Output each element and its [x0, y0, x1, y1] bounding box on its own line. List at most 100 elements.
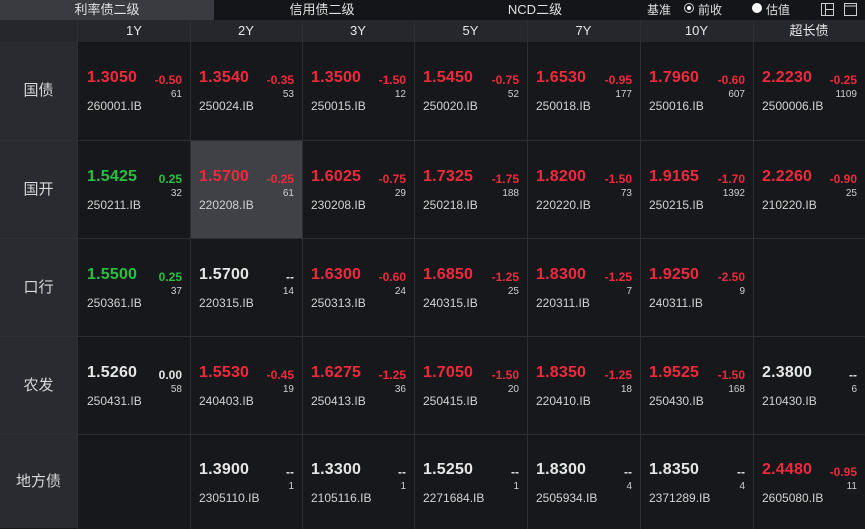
change-value: -- — [511, 465, 519, 479]
col-header-ultra-long[interactable]: 超长债 — [789, 23, 829, 38]
yield-value: 1.5450 — [423, 69, 474, 86]
trade-count: 4 — [626, 481, 632, 492]
quote-cell-kouhang-5y[interactable]: 1.6850 -1.25 25 240315.IB — [415, 239, 527, 336]
quote-cell-guozhai-ultra-long[interactable]: 2.2230 -0.25 1109 2500006.IB — [754, 42, 865, 140]
column-header-row: 1Y 2Y 3Y 5Y 7Y 10Y 超长债 — [0, 20, 865, 42]
col-header-2y[interactable]: 2Y — [238, 23, 254, 38]
column-divider — [190, 20, 191, 529]
yield-value: 1.7050 — [423, 364, 474, 381]
row-divider — [0, 434, 865, 435]
yield-value: 1.3300 — [311, 461, 362, 478]
quote-cell-kouhang-10y[interactable]: 1.9250 -2.50 9 240311.IB — [641, 239, 753, 336]
yield-value: 1.6025 — [311, 168, 362, 185]
change-value: -1.70 — [717, 172, 745, 186]
change-value: -0.45 — [266, 368, 294, 382]
quote-cell-difangzhai-5y[interactable]: 1.5250 -- 1 2271684.IB — [415, 435, 527, 528]
bond-code: 220311.IB — [536, 296, 590, 310]
trade-count: 7 — [626, 286, 632, 297]
quote-cell-difangzhai-3y[interactable]: 1.3300 -- 1 2105116.IB — [303, 435, 414, 528]
quote-cell-guokai-1y[interactable]: 1.5425 0.25 32 250211.IB — [79, 141, 190, 238]
bond-code: 250018.IB — [536, 99, 591, 113]
quote-cell-nongfa-1y[interactable]: 1.5260 0.00 58 250431.IB — [79, 337, 190, 434]
trade-count: 168 — [728, 384, 745, 395]
quote-cell-guokai-ultra-long[interactable]: 2.2260 -0.90 25 210220.IB — [754, 141, 865, 238]
col-header-1y[interactable]: 1Y — [126, 23, 142, 38]
change-value: -0.35 — [266, 73, 294, 87]
radio-prev-close[interactable] — [684, 3, 694, 13]
bond-code: 250430.IB — [649, 394, 704, 408]
quote-cell-difangzhai-ultra-long[interactable]: 2.4480 -0.95 11 2605080.IB — [754, 435, 865, 528]
tab-ncd[interactable]: NCD二级 — [507, 2, 563, 17]
yield-value: 1.5500 — [87, 266, 138, 283]
change-value: -2.50 — [717, 270, 745, 284]
bond-code: 2271684.IB — [423, 491, 485, 505]
trade-count: 32 — [170, 188, 182, 199]
trade-count: 25 — [845, 188, 857, 199]
quote-cell-guozhai-10y[interactable]: 1.7960 -0.60 607 250016.IB — [641, 42, 753, 140]
change-value: -1.25 — [491, 270, 519, 284]
yield-value: 1.5700 — [199, 168, 250, 185]
change-value: -0.50 — [154, 73, 182, 87]
bond-code: 250218.IB — [423, 198, 478, 212]
col-header-5y[interactable]: 5Y — [462, 23, 479, 38]
quote-cell-nongfa-7y[interactable]: 1.8350 -1.25 18 220410.IB — [528, 337, 640, 434]
quote-cell-guokai-2y[interactable]: 1.5700 -0.25 61 220208.IB — [191, 141, 302, 238]
top-tab-bar: 利率债二级 信用债二级 NCD二级 基准 前收 估值 — [0, 0, 865, 20]
change-value: -1.50 — [378, 73, 406, 87]
quote-cell-kouhang-3y[interactable]: 1.6300 -0.60 24 250313.IB — [303, 239, 414, 336]
layout-icon[interactable] — [821, 3, 834, 19]
yield-value: 1.8350 — [536, 364, 587, 381]
change-value: -0.60 — [717, 73, 745, 87]
tab-credit-bonds[interactable]: 信用债二级 — [289, 2, 355, 17]
row-label-difangzhai: 地方债 — [0, 435, 77, 528]
radio-valuation[interactable] — [752, 3, 762, 13]
col-header-7y[interactable]: 7Y — [575, 23, 592, 38]
tab-rates-bonds[interactable]: 利率债二级 — [0, 0, 214, 20]
row-label-guokai: 国开 — [0, 141, 77, 238]
option-prev-close-label[interactable]: 前收 — [698, 3, 723, 17]
change-value: -1.25 — [604, 270, 632, 284]
quote-cell-kouhang-1y[interactable]: 1.5500 0.25 37 250361.IB — [79, 239, 190, 336]
row-label-kouhang: 口行 — [0, 239, 77, 336]
yield-value: 1.6300 — [311, 266, 362, 283]
quote-cell-guozhai-3y[interactable]: 1.3500 -1.50 12 250015.IB — [303, 42, 414, 140]
quote-cell-nongfa-ultra-long[interactable]: 2.3800 -- 6 210430.IB — [754, 337, 865, 434]
col-header-3y[interactable]: 3Y — [350, 23, 366, 38]
quote-cell-guozhai-7y[interactable]: 1.6530 -0.95 177 250018.IB — [528, 42, 640, 140]
quote-cell-kouhang-2y[interactable]: 1.5700 -- 14 220315.IB — [191, 239, 302, 336]
bond-code: 250361.IB — [87, 296, 142, 310]
trade-count: 14 — [282, 286, 294, 297]
quote-cell-nongfa-5y[interactable]: 1.7050 -1.50 20 250415.IB — [415, 337, 527, 434]
quote-cell-guokai-5y[interactable]: 1.7325 -1.75 188 250218.IB — [415, 141, 527, 238]
yield-value: 1.5425 — [87, 168, 138, 185]
quote-cell-guokai-7y[interactable]: 1.8200 -1.50 73 220220.IB — [528, 141, 640, 238]
quote-cell-difangzhai-7y[interactable]: 1.8300 -- 4 2505934.IB — [528, 435, 640, 528]
row-label-guozhai: 国债 — [0, 42, 77, 140]
yield-value: 2.2230 — [762, 69, 813, 86]
quote-cell-guozhai-1y[interactable]: 1.3050 -0.50 61 260001.IB — [79, 42, 190, 140]
quote-cell-kouhang-7y[interactable]: 1.8300 -1.25 7 220311.IB — [528, 239, 640, 336]
trade-count: 1 — [288, 481, 294, 492]
quote-cell-difangzhai-10y[interactable]: 1.8350 -- 4 2371289.IB — [641, 435, 753, 528]
yield-value: 1.6275 — [311, 364, 362, 381]
quote-cell-nongfa-2y[interactable]: 1.5530 -0.45 19 240403.IB — [191, 337, 302, 434]
quote-cell-nongfa-3y[interactable]: 1.6275 -1.25 36 250413.IB — [303, 337, 414, 434]
bond-code: 240403.IB — [199, 394, 254, 408]
column-divider — [753, 20, 754, 529]
change-value: -- — [398, 465, 406, 479]
option-valuation-label[interactable]: 估值 — [766, 3, 791, 17]
yield-value: 1.9250 — [649, 266, 700, 283]
trade-count: 24 — [394, 286, 406, 297]
quote-cell-nongfa-10y[interactable]: 1.9525 -1.50 168 250430.IB — [641, 337, 753, 434]
col-header-10y[interactable]: 10Y — [684, 23, 709, 38]
yield-value: 2.3800 — [762, 364, 813, 381]
quote-cell-guokai-10y[interactable]: 1.9165 -1.70 1392 250215.IB — [641, 141, 753, 238]
bond-code: 240311.IB — [649, 296, 703, 310]
change-value: -- — [624, 465, 632, 479]
quote-cell-difangzhai-2y[interactable]: 1.3900 -- 1 2305110.IB — [191, 435, 302, 528]
bond-code: 2500006.IB — [762, 99, 824, 113]
quote-cell-guokai-3y[interactable]: 1.6025 -0.75 29 230208.IB — [303, 141, 414, 238]
maximize-icon[interactable] — [844, 3, 857, 19]
quote-cell-guozhai-5y[interactable]: 1.5450 -0.75 52 250020.IB — [415, 42, 527, 140]
quote-cell-guozhai-2y[interactable]: 1.3540 -0.35 53 250024.IB — [191, 42, 302, 140]
